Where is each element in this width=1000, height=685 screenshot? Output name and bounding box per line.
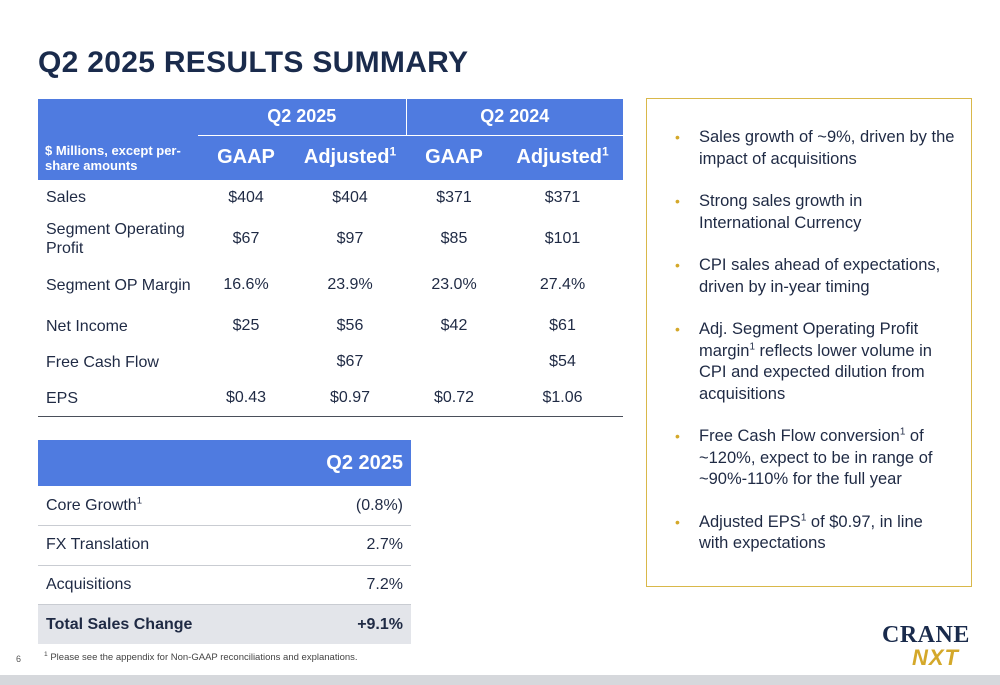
footer-bar [0,675,1000,685]
highlight-item: • Free Cash Flow conversion1 of ~120%, ex… [675,426,933,488]
crane-nxt-logo: CRANE NXT [882,622,982,670]
highlight-item: • Sales growth of ~9%, driven by the impa… [675,128,955,168]
table-row: EPS $0.43 $0.97 $0.72 $1.06 [38,380,623,417]
row-label: Core Growth1 [38,486,278,526]
table-row: Acquisitions 7.2% [38,565,411,605]
column-header: GAAP [198,135,294,180]
sales-change-period: Q2 2025 [278,440,411,486]
table-cell: $404 [198,180,294,217]
column-header: Adjusted1 [502,135,623,180]
table-cell: 16.6% [198,262,294,309]
sales-change-corner [38,440,278,486]
table-cell: 2.7% [278,525,411,566]
logo-wordmark-crane: CRANE [882,622,970,648]
table-cell: $101 [502,216,623,263]
column-header: GAAP [406,135,502,180]
bullet-icon: • [675,321,680,337]
table-cell: 7.2% [278,565,411,605]
total-label: Total Sales Change [38,604,278,644]
table-cell: $371 [406,180,502,217]
table-row: Segment Operating Profit $67 $97 $85 $10… [38,216,623,263]
table-cell: 23.9% [294,262,406,309]
page-title: Q2 2025 RESULTS SUMMARY [38,46,469,79]
highlights-list: • Sales growth of ~9%, driven by the impa… [675,127,955,576]
page-number: 6 [16,654,22,664]
row-label: EPS [38,380,198,417]
table-cell: 27.4% [502,262,623,309]
table-cell: $1.06 [502,380,623,417]
table-cell: $67 [294,344,406,381]
total-value: +9.1% [278,604,411,644]
highlight-item: • Strong sales growth in International Cu… [675,192,863,232]
results-table-corner [38,99,198,135]
units-label: $ Millions, except per-share amounts [38,135,198,180]
total-row: Total Sales Change +9.1% [38,604,411,644]
table-row: Sales $404 $404 $371 $371 [38,180,623,217]
table-cell [406,344,502,381]
highlight-item: • Adj. Segment Operating Profit margin1 r… [675,320,932,403]
bullet-icon: • [675,513,680,530]
row-label: Free Cash Flow [38,344,198,381]
row-label: FX Translation [38,525,278,566]
table-cell: $54 [502,344,623,381]
table-cell: $0.43 [198,380,294,417]
table-cell: $25 [198,308,294,345]
bullet-icon: • [675,129,680,145]
table-cell: $371 [502,180,623,217]
sales-change-table: Q2 2025 Core Growth1 (0.8%) FX Translati… [38,440,411,644]
row-label: Net Income [38,308,198,345]
table-cell: 23.0% [406,262,502,309]
table-cell: $0.97 [294,380,406,417]
table-cell: $67 [198,216,294,263]
row-label: Segment Operating Profit [38,216,198,263]
table-row: FX Translation 2.7% [38,525,411,566]
period-header-q2-2025: Q2 2025 [198,99,407,136]
period-header-q2-2024: Q2 2024 [406,99,623,136]
logo-wordmark-nxt: NXT [912,645,959,670]
row-label: Sales [38,180,198,217]
sales-change-header: Q2 2025 [38,440,411,486]
table-cell: $0.72 [406,380,502,417]
table-cell: $404 [294,180,406,217]
highlight-item: • Adjusted EPS1 of $0.97, in line with ex… [675,512,923,553]
highlight-item: • CPI sales ahead of expectations, driven… [675,256,941,296]
bullet-icon: • [675,193,680,209]
table-row: Core Growth1 (0.8%) [38,486,411,526]
table-cell: $42 [406,308,502,345]
bullet-icon: • [675,428,680,444]
table-cell: $56 [294,308,406,345]
table-row: Segment OP Margin 16.6% 23.9% 23.0% 27.4… [38,262,623,309]
footnote: 1 Please see the appendix for Non-GAAP r… [44,650,358,663]
bullet-icon: • [675,257,680,273]
column-header: Adjusted1 [294,135,406,180]
row-label: Segment OP Margin [38,262,198,309]
table-cell: $85 [406,216,502,263]
table-row: Free Cash Flow $67 $54 [38,344,623,381]
results-table-period-header: Q2 2025 Q2 2024 [38,99,623,136]
table-cell: (0.8%) [278,486,411,526]
table-cell: $97 [294,216,406,263]
row-label: Acquisitions [38,565,278,605]
results-table: Q2 2025 Q2 2024 $ Millions, except per-s… [38,99,623,417]
table-cell: $61 [502,308,623,345]
table-row: Net Income $25 $56 $42 $61 [38,308,623,345]
table-cell [198,344,294,381]
results-table-column-header: $ Millions, except per-share amounts GAA… [38,135,623,180]
highlights-box: • Sales growth of ~9%, driven by the impa… [646,98,972,587]
